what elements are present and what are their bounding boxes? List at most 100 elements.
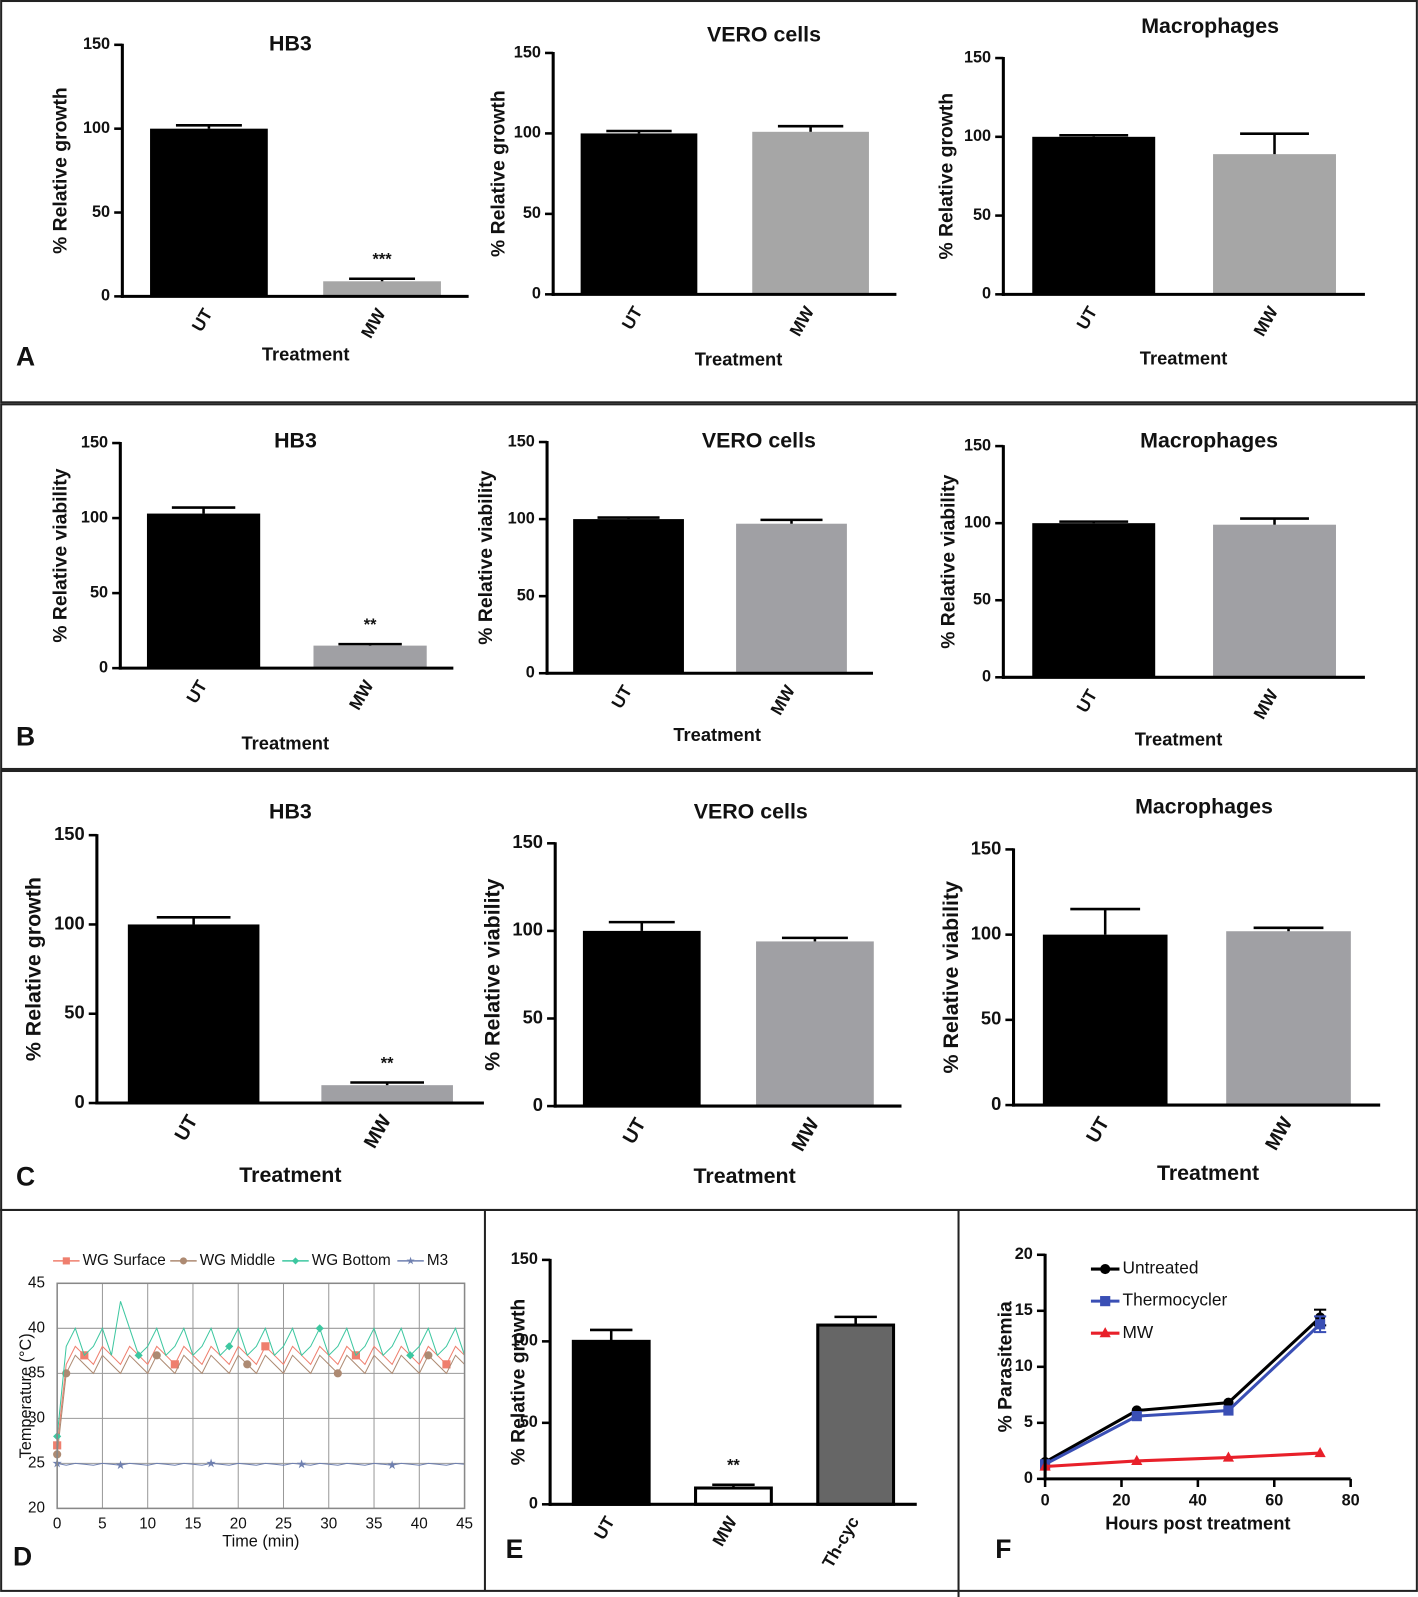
x-tick-label: UT	[182, 676, 211, 706]
x-axis-label: Treatment	[673, 724, 761, 745]
y-tick-label: 50	[523, 1006, 543, 1027]
x-tick-label: 60	[1265, 1492, 1283, 1510]
y-tick-label: 100	[971, 922, 1002, 943]
bar	[756, 941, 874, 1107]
marker	[243, 1360, 252, 1369]
x-axis-label: Treatment	[1140, 347, 1228, 368]
y-axis-label: % Relative viability	[481, 878, 505, 1071]
x-tick-label: UT	[618, 303, 647, 333]
y-tick-label: 20	[28, 1499, 45, 1516]
marker	[261, 1342, 270, 1351]
chart-title: VERO cells	[694, 799, 808, 823]
x-axis-label: Treatment	[242, 732, 330, 753]
x-axis-label: Treatment	[239, 1163, 341, 1187]
x-tick-label: UT	[187, 305, 216, 335]
bar	[573, 519, 684, 674]
marker	[1222, 1451, 1235, 1462]
legend-label: Untreated	[1123, 1258, 1199, 1278]
x-axis-label: Treatment	[1135, 728, 1223, 749]
chart-title: HB3	[274, 429, 317, 453]
x-tick-label: 30	[320, 1516, 337, 1533]
series-line	[56, 1345, 465, 1446]
x-tick-label: 20	[230, 1516, 247, 1533]
x-tick-label: 5	[98, 1516, 107, 1533]
legend-label: WG Bottom	[312, 1252, 391, 1269]
y-tick-label: 150	[512, 831, 543, 852]
x-tick-label: UT	[1072, 685, 1101, 715]
bar	[150, 128, 268, 297]
panel-label: D	[13, 1541, 32, 1571]
y-tick-label: 0	[74, 1091, 84, 1112]
marker	[1223, 1405, 1234, 1416]
y-tick-label: 50	[90, 583, 108, 601]
y-tick-label: 50	[981, 1008, 1001, 1029]
y-tick-label: 150	[508, 432, 535, 450]
marker	[291, 1257, 300, 1265]
legend-label: Thermocycler	[1123, 1290, 1228, 1310]
frame-d	[0, 1208, 1418, 1592]
y-tick-label: 150	[514, 43, 541, 61]
y-tick-label: 0	[982, 285, 991, 303]
series-line	[1044, 1316, 1322, 1464]
y-tick-label: 150	[511, 1250, 538, 1268]
x-tick-label: 0	[53, 1516, 62, 1533]
y-axis-label: % Relative viability	[49, 468, 71, 642]
bar	[582, 930, 701, 1107]
bar	[1226, 931, 1351, 1106]
x-tick-label: MW	[360, 1111, 397, 1152]
marker	[315, 1324, 324, 1333]
y-tick-label: 0	[526, 664, 535, 682]
legend-label: MW	[1123, 1322, 1154, 1342]
x-tick-label: 15	[184, 1516, 201, 1533]
panel-label: A	[16, 342, 35, 372]
marker	[424, 1351, 433, 1360]
x-axis-label: Treatment	[1157, 1161, 1259, 1185]
y-tick-label: 50	[92, 203, 110, 221]
series-line	[56, 1354, 465, 1455]
chart-title: HB3	[269, 31, 312, 55]
y-axis-label: % Relative growth	[21, 877, 45, 1061]
y-tick-label: 150	[964, 436, 991, 454]
x-tick-label: 25	[275, 1516, 292, 1533]
x-tick-label: UT	[607, 681, 636, 711]
x-tick-label: 45	[456, 1516, 473, 1533]
y-tick-label: 100	[511, 1332, 538, 1350]
x-tick-label: MW	[785, 302, 818, 339]
x-tick-label: MW	[708, 1512, 741, 1549]
chart-title: HB3	[269, 799, 312, 823]
marker	[296, 1459, 307, 1469]
y-tick-label: 45	[28, 1274, 45, 1291]
bar	[694, 1486, 773, 1506]
marker	[1315, 1319, 1326, 1330]
x-tick-label: 40	[411, 1516, 428, 1533]
y-tick-label: 150	[971, 837, 1002, 858]
marker	[1100, 1296, 1111, 1307]
legend-label: WG Middle	[200, 1252, 276, 1269]
chart-title: Macrophages	[1140, 429, 1278, 453]
y-tick-label: 35	[28, 1364, 45, 1381]
x-tick-label: 80	[1342, 1492, 1360, 1510]
significance: **	[364, 616, 377, 634]
y-tick-label: 100	[514, 124, 541, 142]
bar	[1213, 154, 1336, 295]
y-tick-label: 0	[99, 658, 108, 676]
bar	[752, 131, 869, 295]
x-tick-label: UT	[170, 1111, 202, 1144]
y-tick-label: 100	[83, 119, 110, 137]
panel-label: E	[506, 1534, 524, 1564]
x-axis-label: Treatment	[695, 348, 783, 369]
y-tick-label: 40	[28, 1319, 45, 1336]
y-tick-label: 100	[81, 508, 108, 526]
marker	[206, 1458, 216, 1468]
marker	[387, 1460, 397, 1470]
marker	[179, 1257, 188, 1265]
marker	[1131, 1454, 1143, 1466]
x-tick-label: UT	[1072, 303, 1101, 333]
marker	[115, 1460, 126, 1470]
y-tick-label: 50	[517, 586, 535, 604]
y-axis-label: % Relative viability	[937, 474, 959, 648]
frame-a	[0, 0, 1418, 404]
x-axis-label: Hours post treatment	[1105, 1513, 1290, 1534]
bar	[816, 1323, 896, 1506]
y-tick-label: 50	[523, 204, 541, 222]
